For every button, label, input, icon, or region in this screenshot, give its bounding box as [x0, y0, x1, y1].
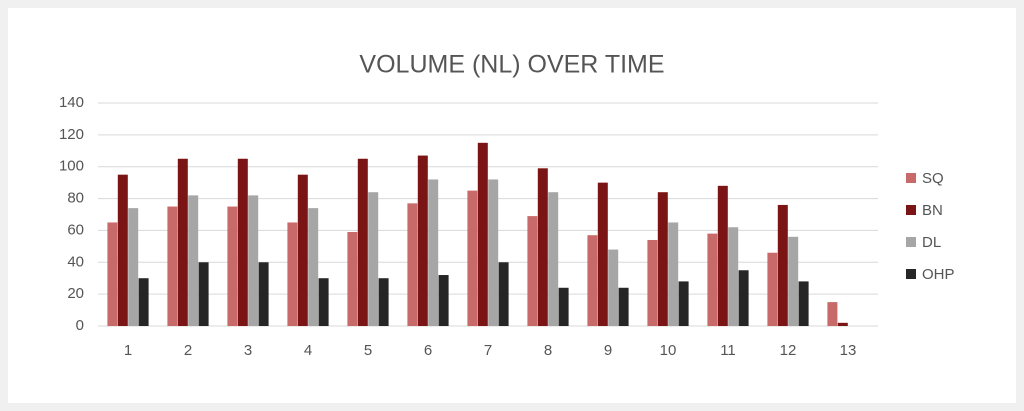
bar: [647, 239, 658, 326]
x-tick-label: 11: [720, 342, 736, 359]
bar: [548, 192, 559, 326]
bar: [417, 155, 428, 326]
bar: [198, 262, 209, 326]
legend-swatch: [906, 237, 916, 247]
bar: [297, 174, 308, 326]
x-tick-label: 2: [184, 342, 192, 359]
bar: [488, 179, 499, 326]
bar: [777, 204, 788, 326]
bar: [738, 270, 749, 326]
bar: [117, 174, 128, 326]
bar: [558, 287, 569, 326]
bar: [477, 142, 488, 326]
bar: [798, 281, 809, 326]
bar: [318, 278, 329, 326]
legend-label: DL: [922, 234, 941, 251]
bar: [188, 195, 199, 326]
bar: [227, 206, 238, 326]
legend-swatch: [906, 205, 916, 215]
bar: [678, 281, 689, 326]
bar: [717, 185, 728, 326]
bar: [138, 278, 149, 326]
x-tick-label: 1: [124, 342, 132, 359]
bar: [368, 192, 379, 326]
bar: [177, 158, 188, 326]
x-tick-label: 10: [660, 342, 677, 359]
y-tick-label: 100: [59, 158, 84, 175]
bar: [237, 158, 248, 326]
bar: [767, 252, 778, 326]
bar: [788, 236, 799, 326]
bar: [707, 233, 718, 326]
bar: [107, 222, 118, 326]
bar: [498, 262, 509, 326]
y-tick-label: 80: [67, 190, 84, 207]
y-tick-label: 0: [76, 317, 84, 334]
x-tick-label: 9: [604, 342, 612, 359]
x-tick-label: 6: [424, 342, 432, 359]
bar: [837, 322, 848, 326]
chart-card: [8, 8, 1016, 403]
x-tick-label: 7: [484, 342, 492, 359]
bar: [378, 278, 389, 326]
bar: [128, 208, 139, 326]
bar: [467, 190, 478, 326]
bar: [438, 275, 449, 326]
legend-label: SQ: [922, 170, 944, 187]
legend-label: BN: [922, 202, 943, 219]
y-tick-label: 60: [67, 221, 84, 238]
bar: [167, 206, 178, 326]
bar: [347, 232, 358, 326]
bar: [657, 192, 668, 326]
y-tick-label: 140: [59, 94, 84, 111]
bar: [537, 168, 548, 326]
bar: [618, 287, 629, 326]
y-tick-label: 40: [67, 253, 84, 270]
bar: [407, 203, 418, 326]
bar: [248, 195, 259, 326]
legend-swatch: [906, 269, 916, 279]
chart-title: VOLUME (NL) OVER TIME: [359, 51, 664, 79]
y-tick-label: 120: [59, 126, 84, 143]
x-tick-label: 4: [304, 342, 312, 359]
bar: [827, 302, 838, 326]
x-tick-label: 13: [840, 342, 857, 359]
y-tick-label: 20: [67, 285, 84, 302]
bar: [728, 227, 739, 326]
bar: [608, 249, 619, 326]
bar: [527, 216, 538, 326]
x-tick-label: 5: [364, 342, 372, 359]
bar: [597, 182, 608, 326]
legend-swatch: [906, 173, 916, 183]
x-tick-label: 3: [244, 342, 252, 359]
legend-label: OHP: [922, 266, 955, 283]
x-tick-label: 12: [780, 342, 797, 359]
bar: [357, 158, 368, 326]
bar: [668, 222, 679, 326]
bar: [587, 235, 598, 326]
bar: [258, 262, 269, 326]
bar: [287, 222, 298, 326]
bar: [308, 208, 319, 326]
x-tick-label: 8: [544, 342, 552, 359]
bar: [428, 179, 439, 326]
